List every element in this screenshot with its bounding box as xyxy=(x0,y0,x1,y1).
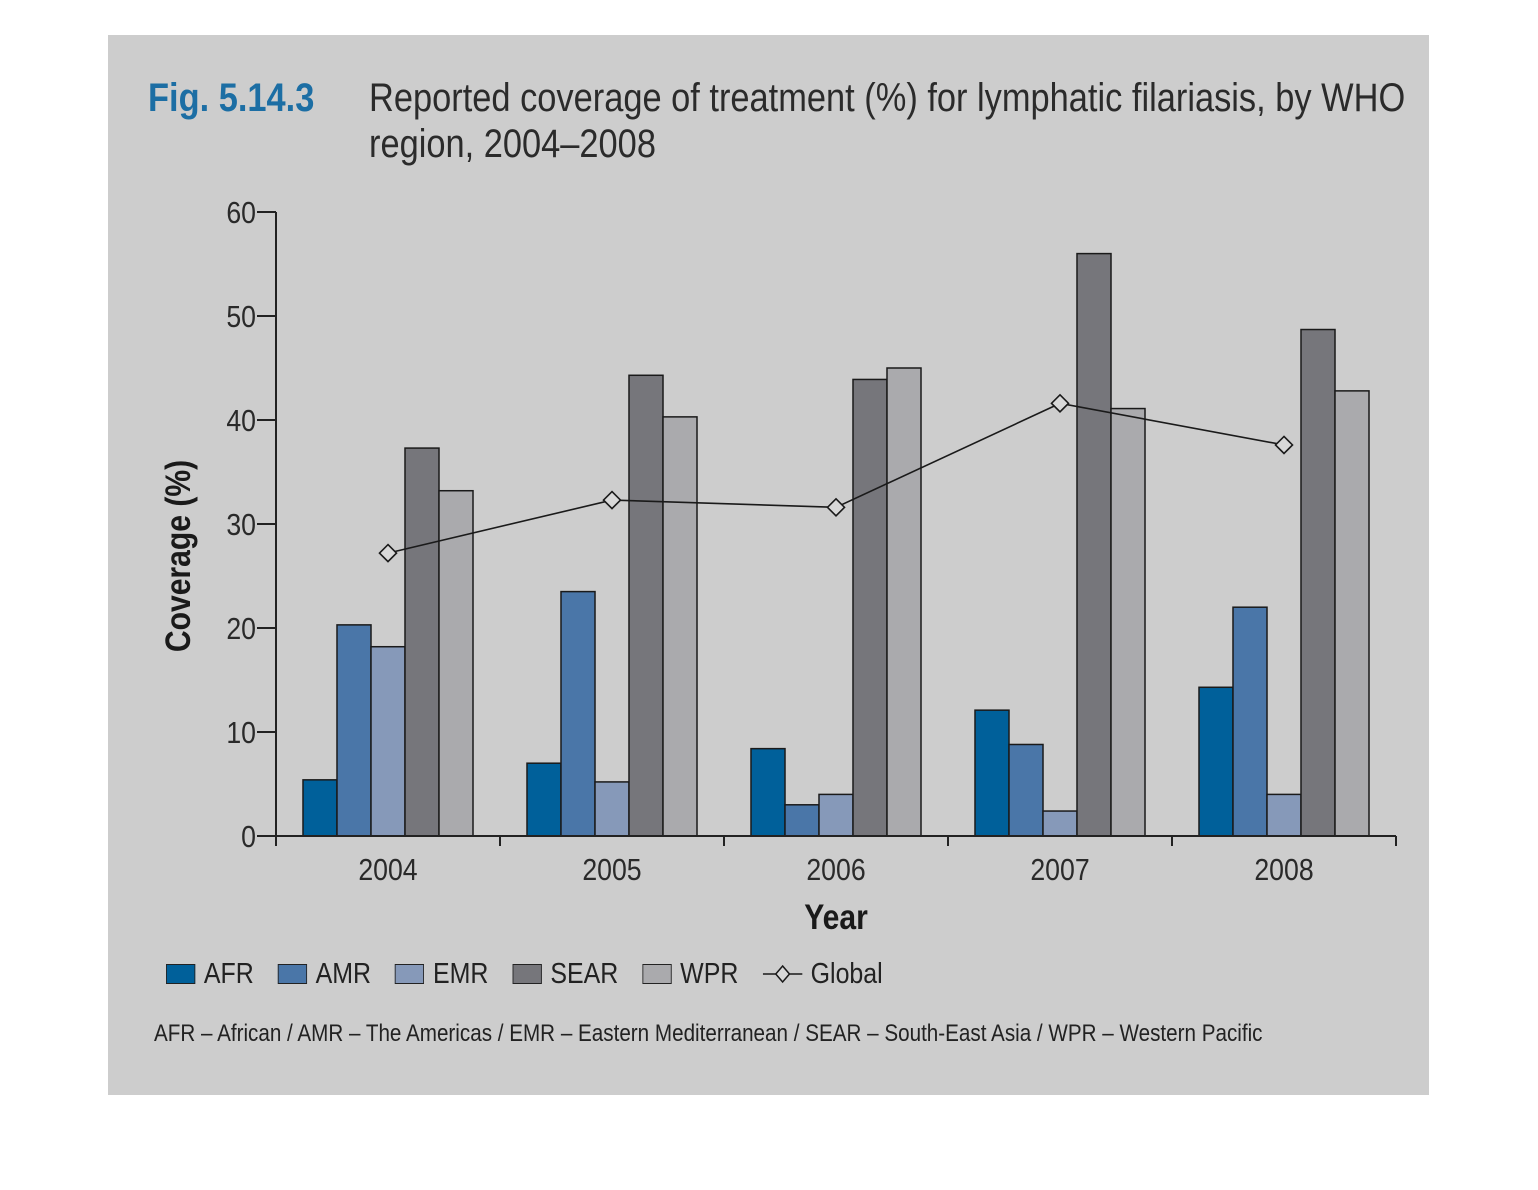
bar-afr-2005 xyxy=(526,762,562,837)
legend-label: AFR xyxy=(203,957,254,990)
bar-afr-2008 xyxy=(1198,686,1234,837)
x-axis-title: Year xyxy=(804,897,868,937)
bar-amr-2005 xyxy=(560,590,596,837)
legend-label: SEAR xyxy=(550,957,619,990)
x-tick-label-2004: 2004 xyxy=(358,853,417,887)
figure-number: Fig. 5.14.3 xyxy=(148,76,315,120)
x-tick-label-2005: 2005 xyxy=(582,853,641,887)
legend-swatch xyxy=(277,964,308,984)
bar-sear-2005 xyxy=(628,374,664,837)
figure-title-text: Reported coverage of treatment (%) for l… xyxy=(369,76,1406,166)
bar-emr-2005 xyxy=(594,781,630,837)
bar-sear-2008 xyxy=(1300,328,1336,837)
global-marker-2004 xyxy=(378,543,398,563)
bar-emr-2004 xyxy=(370,645,406,837)
y-tick-label: 40 xyxy=(226,404,256,438)
global-marker-2006 xyxy=(826,497,846,517)
x-tick-label-2006: 2006 xyxy=(806,853,865,887)
bar-afr-2004 xyxy=(302,779,338,837)
bar-amr-2004 xyxy=(336,624,372,837)
bar-wpr-2006 xyxy=(886,367,922,837)
legend-swatch xyxy=(512,964,542,984)
global-marker-2007 xyxy=(1050,393,1070,413)
y-tick-label: 50 xyxy=(226,300,256,334)
figure-panel: Fig. 5.14.3 Reported coverage of treatme… xyxy=(108,35,1429,1095)
legend-swatch xyxy=(395,964,425,984)
y-tick-label: 30 xyxy=(226,508,256,542)
bar-sear-2007 xyxy=(1076,252,1112,837)
bar-wpr-2005 xyxy=(662,416,698,837)
region-abbreviation-note: AFR – African / AMR – The Americas / EMR… xyxy=(154,1020,1263,1047)
bar-emr-2007 xyxy=(1042,810,1078,837)
bar-sear-2006 xyxy=(852,378,888,837)
legend-label: EMR xyxy=(432,957,489,990)
y-tick-label: 10 xyxy=(226,716,256,750)
legend-item-amr: AMR xyxy=(277,957,372,991)
bar-emr-2008 xyxy=(1266,793,1302,837)
bar-wpr-2007 xyxy=(1110,407,1146,837)
global-marker-2008 xyxy=(1274,435,1294,455)
x-tick-label-2008: 2008 xyxy=(1254,853,1313,887)
bar-amr-2008 xyxy=(1232,606,1268,837)
global-line xyxy=(387,402,1285,554)
legend-label: WPR xyxy=(680,957,739,990)
legend-item-wpr: WPR xyxy=(642,958,738,991)
bar-emr-2006 xyxy=(818,793,854,837)
legend-item-global: Global xyxy=(762,957,883,991)
bar-afr-2007 xyxy=(974,709,1010,837)
legend-item-sear: SEAR xyxy=(512,958,618,991)
legend-swatch xyxy=(166,964,196,984)
legend-label: AMR xyxy=(315,957,372,990)
legend-swatch xyxy=(642,964,672,984)
bar-sear-2004 xyxy=(404,447,440,837)
bar-chart: 0 10 20 30 40 50 60 2004 2005 2006 2007 2008 Year Cov… xyxy=(158,196,1397,937)
legend-item-emr: EMR xyxy=(395,958,488,991)
bar-wpr-2008 xyxy=(1334,390,1370,837)
chart-legend: AFR AMR EMR SEAR WPR Global xyxy=(166,957,907,991)
bar-afr-2006 xyxy=(750,747,786,837)
bar-amr-2006 xyxy=(784,804,820,837)
y-axis-title: Coverage (%) xyxy=(158,460,198,652)
x-tick-label-2007: 2007 xyxy=(1030,853,1089,887)
legend-label: Global xyxy=(810,957,883,990)
y-tick-label: 60 xyxy=(226,196,256,230)
y-tick-label: 0 xyxy=(241,820,256,854)
bar-amr-2007 xyxy=(1008,743,1044,837)
global-marker-2005 xyxy=(602,490,622,510)
bar-wpr-2004 xyxy=(438,489,474,837)
y-tick-label: 20 xyxy=(226,612,256,646)
legend-item-afr: AFR xyxy=(166,958,254,991)
legend-line-diamond-icon xyxy=(762,964,803,984)
